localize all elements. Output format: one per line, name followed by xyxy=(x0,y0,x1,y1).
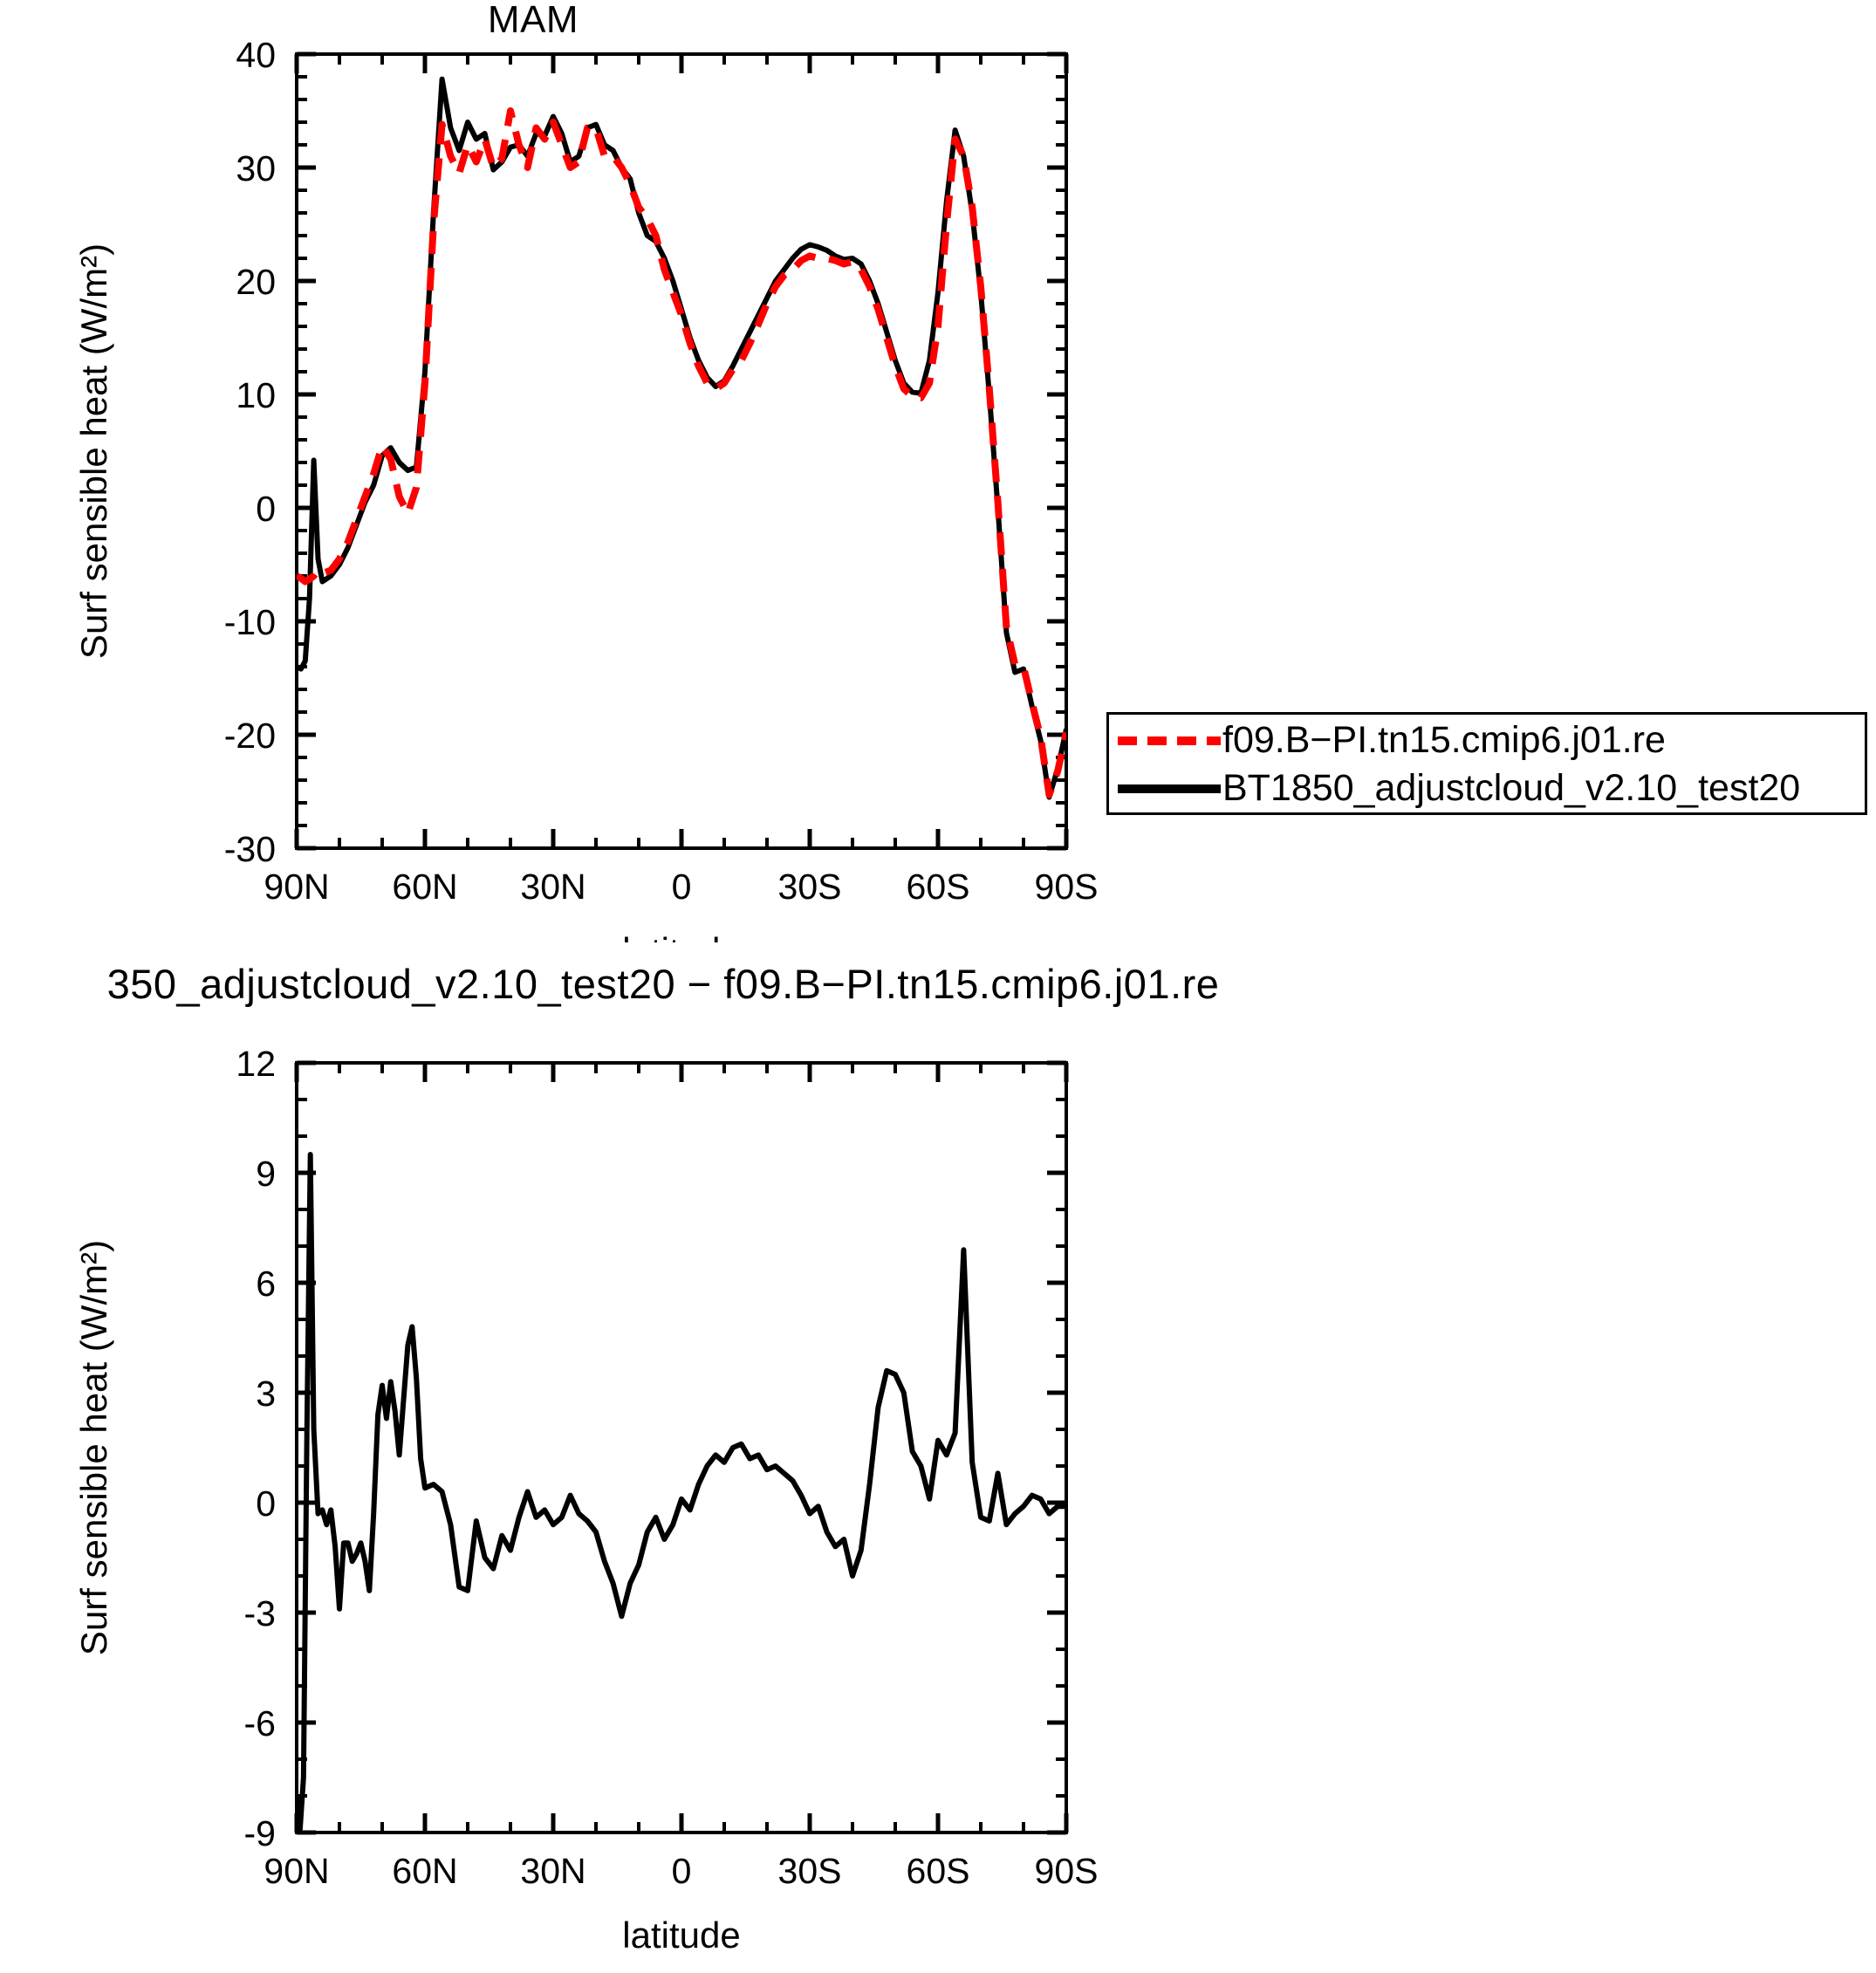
y-tick-label: 6 xyxy=(256,1264,276,1304)
y-tick-label: 10 xyxy=(236,375,276,415)
legend-label-0: f09.B−PI.tn15.cmip6.j01.re xyxy=(1222,719,1666,761)
y-axis-label: Surf sensible heat (W/m²) xyxy=(73,243,114,659)
y-tick-label: 0 xyxy=(256,489,276,529)
y-tick-label: 40 xyxy=(236,35,276,75)
x-tick-label: 90S xyxy=(1035,867,1099,907)
x-axis-label: latitude xyxy=(622,1915,740,1956)
x-axis-label: latitude xyxy=(622,930,740,942)
x-tick-label: 30S xyxy=(778,1851,842,1891)
x-tick-label: 60N xyxy=(392,1851,457,1891)
y-tick-label: 30 xyxy=(236,148,276,188)
top-panel-title: MAM xyxy=(487,0,579,41)
y-tick-label: -10 xyxy=(224,602,276,642)
x-tick-label: 90N xyxy=(264,867,329,907)
legend-entry-bt1850: BT1850_adjustcloud_v2.10_test20 xyxy=(1109,763,1865,814)
x-tick-label: 90N xyxy=(264,1851,329,1891)
y-tick-label: -6 xyxy=(244,1703,276,1744)
x-tick-label: 30N xyxy=(520,867,585,907)
series-line-1 xyxy=(297,107,1066,798)
legend-label-1: BT1850_adjustcloud_v2.10_test20 xyxy=(1222,767,1801,809)
y-tick-label: -9 xyxy=(244,1813,276,1853)
bottom-chart-panel: 350_adjustcloud_v2.10_test20 − f09.B−PI.… xyxy=(0,960,1219,1973)
legend: f09.B−PI.tn15.cmip6.j01.re BT1850_adjust… xyxy=(1106,712,1867,815)
y-tick-label: 20 xyxy=(236,262,276,302)
y-tick-label: -30 xyxy=(224,829,276,869)
y-tick-label: 9 xyxy=(256,1154,276,1194)
y-tick-label: 12 xyxy=(236,1044,276,1084)
x-tick-label: 30S xyxy=(778,867,842,907)
x-tick-label: 30N xyxy=(520,1851,585,1891)
series-line-0 xyxy=(297,76,1066,800)
top-chart-panel: MAM 40 30 20 10 0 -10 -20 -30 90N 60N 30N 0 30S 60S 90… xyxy=(0,0,1099,942)
y-tick-label: 0 xyxy=(256,1483,276,1524)
x-tick-label: 90S xyxy=(1035,1851,1099,1891)
legend-swatch-dashed-red xyxy=(1118,736,1221,745)
x-tick-label: 0 xyxy=(672,867,692,907)
y-axis-label: Surf sensible heat (W/m²) xyxy=(73,1240,114,1655)
y-tick-label: -20 xyxy=(224,716,276,756)
series-line-0 xyxy=(297,1152,1066,1832)
legend-entry-f09: f09.B−PI.tn15.cmip6.j01.re xyxy=(1109,715,1865,766)
x-tick-label: 60N xyxy=(392,867,457,907)
x-tick-label: 60S xyxy=(907,867,970,907)
x-tick-label: 0 xyxy=(672,1851,692,1891)
legend-swatch-solid-black xyxy=(1118,784,1221,793)
y-tick-label: -3 xyxy=(244,1593,276,1634)
bottom-panel-title: 350_adjustcloud_v2.10_test20 − f09.B−PI.… xyxy=(106,961,1220,1007)
y-tick-label: 3 xyxy=(256,1374,276,1414)
x-tick-label: 60S xyxy=(907,1851,970,1891)
